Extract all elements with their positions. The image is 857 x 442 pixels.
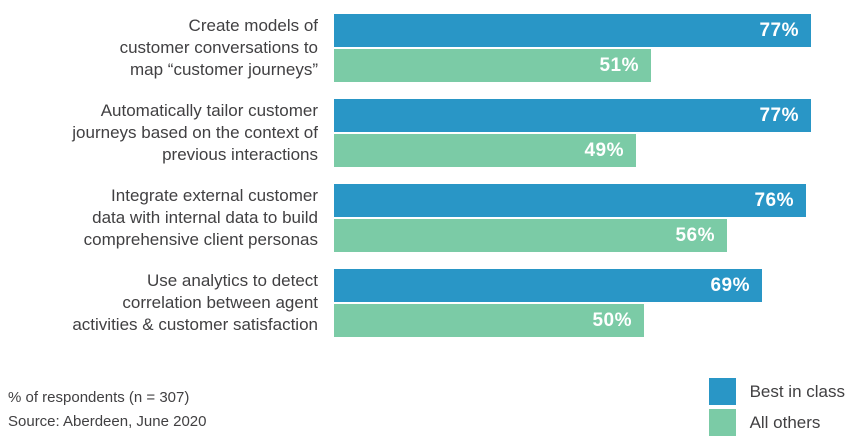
bar-all-others: 56% [334, 219, 727, 252]
legend-item: All others [708, 409, 845, 436]
category-label-line: activities & customer satisfaction [72, 315, 318, 334]
bar-value-label: 69% [710, 274, 750, 296]
bar-group: 76% 56% [334, 184, 806, 252]
bar-value-label: 56% [675, 224, 715, 246]
chart-footnote: % of respondents (n = 307) Source: Aberd… [8, 386, 207, 434]
bar-value-label: 49% [584, 139, 624, 161]
bar-group: 69% 50% [334, 269, 762, 337]
category-label-line: Automatically tailor customer [100, 101, 318, 120]
bar-all-others: 49% [334, 134, 636, 167]
source-note: Source: Aberdeen, June 2020 [8, 413, 207, 430]
bar-value-label: 51% [599, 54, 639, 76]
bar-group: 77% 49% [334, 99, 811, 167]
bar-best-in-class: 69% [334, 269, 762, 302]
legend-label: Best in class [749, 381, 845, 401]
category-label: Automatically tailor customer journeys ba… [0, 100, 318, 166]
category-label-line: Create models of [188, 16, 318, 35]
chart-row: Automatically tailor customer journeys ba… [0, 99, 811, 167]
bar-best-in-class: 76% [334, 184, 806, 217]
chart-rows: Create models of customer conversations t… [0, 14, 811, 354]
bar-all-others: 51% [334, 49, 651, 82]
bar-best-in-class: 77% [334, 99, 811, 132]
category-label-line: previous interactions [162, 145, 318, 164]
bar-all-others: 50% [334, 304, 644, 337]
chart-row: Integrate external customer data with int… [0, 184, 811, 252]
bar-value-label: 76% [754, 189, 794, 211]
category-label: Use analytics to detect correlation betwe… [0, 270, 318, 336]
legend-swatch [708, 378, 736, 405]
bar-best-in-class: 77% [334, 14, 811, 47]
bar-value-label: 77% [759, 19, 799, 41]
bar-value-label: 77% [759, 104, 799, 126]
category-label-line: data with internal data to build [92, 208, 318, 227]
category-label-line: correlation between agent [122, 293, 318, 312]
category-label-line: customer conversations to [119, 38, 318, 57]
category-label-line: Integrate external customer [111, 186, 318, 205]
category-label-line: Use analytics to detect [146, 271, 318, 290]
legend-label: All others [749, 412, 821, 432]
chart-row: Create models of customer conversations t… [0, 14, 811, 82]
respondents-note: % of respondents (n = 307) [8, 389, 190, 406]
category-label-line: comprehensive client personas [83, 230, 318, 249]
category-label: Integrate external customer data with int… [0, 185, 318, 251]
category-label: Create models of customer conversations t… [0, 15, 318, 81]
bar-group: 77% 51% [334, 14, 811, 82]
legend-item: Best in class [708, 378, 845, 405]
legend-swatch [708, 409, 736, 436]
bar-value-label: 50% [592, 309, 632, 331]
chart-row: Use analytics to detect correlation betwe… [0, 269, 811, 337]
legend: Best in class All others [708, 374, 845, 436]
category-label-line: map “customer journeys” [129, 60, 318, 79]
category-label-line: journeys based on the context of [72, 123, 318, 142]
